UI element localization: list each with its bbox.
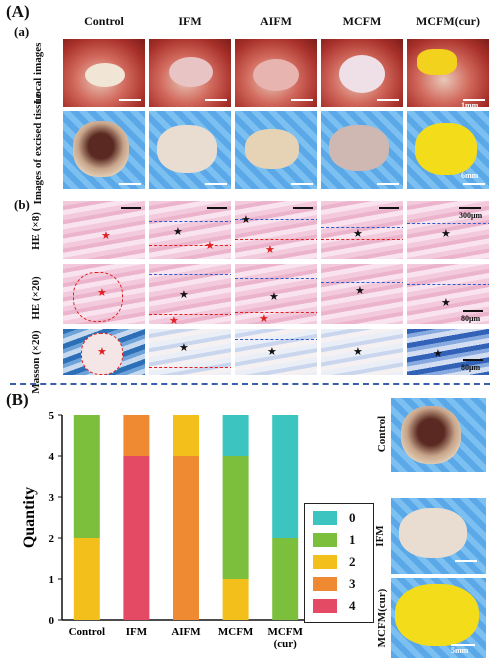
excised-image-ifm [148,110,232,190]
bar-segment [272,415,299,538]
x-tick-label: MCFM [218,626,254,638]
he20-image-mcfm-cur: ★ 80μm [406,263,490,325]
bar-segment [173,415,199,456]
column-header-ifm: IFM [178,14,202,28]
scale-text-thumb: 5mm [451,646,469,655]
thumb-label-ifm: IFM [374,525,386,547]
panel-a-label: (A) [6,2,30,21]
column-header-aifm: AIFM [260,14,292,28]
masson20-image-control: ★ [62,328,146,376]
thumb-label-mcfm-cur: MCFM(cur) [376,588,388,648]
x-tick-label: Control [69,626,105,638]
y-tick-label: 2 [49,533,55,545]
he8-image-aifm: ★ ★ [234,200,318,260]
excised-image-mcfm-cur: 6mm [406,110,490,190]
he8-image-mcfm-cur: ★ 300μm [406,200,490,260]
legend-swatch [313,599,337,613]
bar-segment [123,415,150,456]
local-image-aifm [234,38,318,108]
column-header-mcfm-cur: MCFM(cur) [416,14,480,28]
scale-text-he20: 80μm [461,314,481,323]
row-label-he20: HE (×20) [30,276,42,320]
legend-item: 0 [313,510,356,526]
bar-segment [173,456,199,620]
legend-swatch [313,555,337,569]
y-tick-label: 4 [49,451,55,463]
he20-image-aifm: ★ ★ [234,263,318,325]
column-header-control: Control [84,14,124,28]
local-image-control [62,38,146,108]
thumb-control [391,398,486,472]
excised-image-control [62,110,146,190]
bar-segment [73,415,100,538]
legend-item: 2 [313,554,356,570]
masson20-image-mcfm-cur: ★ 80μm [406,328,490,376]
y-tick-label: 0 [49,615,55,627]
legend-label: 4 [349,598,356,613]
excised-image-mcfm [320,110,404,190]
y-axis-label: Quantity [21,487,38,548]
he20-image-mcfm: ★ [320,263,404,325]
legend-label: 3 [349,576,356,591]
excised-image-aifm [234,110,318,190]
x-tick-label: AIFM [171,626,201,638]
legend-item: 3 [313,576,356,592]
thumb-mcfm-cur: 5mm [391,578,486,658]
scale-text-he8: 300μm [459,211,483,220]
legend-label: 1 [349,532,356,547]
x-tick-label: IFM [126,626,148,638]
legend-swatch [313,533,337,547]
thumb-label-control: Control [376,415,388,453]
he8-image-mcfm: ★ [320,200,404,260]
legend-label: 2 [349,554,356,569]
he20-image-control: ★ [62,263,146,325]
thumb-ifm [391,498,486,574]
bar-segment [272,538,299,620]
sub-a-label: (a) [14,24,30,39]
masson20-image-mcfm: ★ [320,328,404,376]
scale-text-excised: 6mm [461,171,479,180]
row-label-excised-tissue: Images of excised tissue [32,93,44,205]
x-tick-label: (cur) [274,638,298,650]
column-header-mcfm: MCFM [342,14,382,28]
bar-segment [123,456,150,620]
scale-text-local: 1mm [461,101,479,108]
panel-b-label: (B) [6,390,29,409]
section-divider [10,383,490,385]
bar-segment [222,415,249,456]
masson20-image-ifm: ★ [148,328,232,376]
he8-image-ifm: ★ ★ [148,200,232,260]
row-label-he8: HE (×8) [30,212,42,250]
legend-swatch [313,577,337,591]
legend-item: 4 [313,598,356,614]
bar-segment [222,456,249,579]
y-tick-label: 3 [49,492,55,504]
chart-legend: 0 1 2 3 4 [304,503,374,623]
legend-swatch [313,511,337,525]
x-tick-label: MCFM [267,626,303,638]
row-label-masson20: Masson (×20) [30,330,42,394]
masson20-image-aifm: ★ [234,328,318,376]
legend-label: 0 [349,510,356,525]
y-tick-label: 5 [49,410,55,422]
he20-image-ifm: ★ ★ [148,263,232,325]
legend-item: 1 [313,532,356,548]
local-image-mcfm [320,38,404,108]
y-tick-label: 1 [49,574,55,586]
bar-segment [73,538,100,620]
sub-b-label: (b) [14,197,30,212]
local-image-ifm [148,38,232,108]
bar-segment [222,579,249,620]
he8-image-control: ★ [62,200,146,260]
scale-text-masson20: 80μm [461,363,481,372]
local-image-mcfm-cur: 1mm [406,38,490,108]
